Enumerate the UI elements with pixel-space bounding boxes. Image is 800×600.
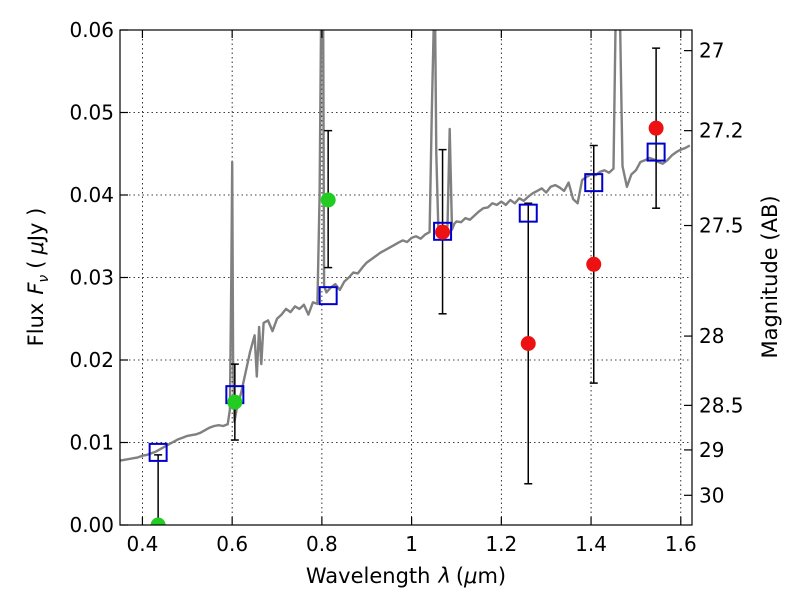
x-tick-label: 0.4 xyxy=(127,532,159,556)
y-tick-label: 0.01 xyxy=(69,431,114,455)
grid xyxy=(120,29,692,526)
marker-layer xyxy=(148,120,666,525)
y-tick-label: 0.04 xyxy=(69,183,114,207)
y2-tick-label: 30 xyxy=(699,483,724,507)
y2-axis-label: Magnitude (AB) xyxy=(758,195,782,358)
y-tick-label: 0.06 xyxy=(69,18,114,42)
y2-tick-label: 28 xyxy=(699,324,724,348)
x-tick-label: 1.4 xyxy=(575,532,607,556)
model-photometry-square xyxy=(148,442,168,462)
model-photometry-square xyxy=(433,221,453,241)
y-tick-label: 0.02 xyxy=(69,348,114,372)
x-tick-label: 1.2 xyxy=(485,532,517,556)
x-tick-label: 0.6 xyxy=(216,532,248,556)
observed-point xyxy=(520,336,536,351)
y-tick-label: 0.00 xyxy=(69,513,114,537)
y-tick-label: 0.03 xyxy=(69,266,114,290)
spectrum-layer xyxy=(120,30,691,462)
y2-tick-label: 27.5 xyxy=(699,214,744,238)
observed-point xyxy=(648,120,664,136)
observed-point xyxy=(320,192,336,208)
observed-point xyxy=(435,224,451,240)
model-photometry-square xyxy=(584,173,604,193)
y-tick-label: 0.05 xyxy=(69,101,114,125)
x-tick-label: 1.6 xyxy=(665,532,697,556)
y2-tick-label: 29 xyxy=(699,438,724,462)
model-photometry-square xyxy=(318,286,338,306)
model-photometry-square xyxy=(518,203,538,223)
tick-layer: 0.4 0.6 0.8 1 1.2 1.4 1.6 0.00 0.01 0.02 0.03 0.04 0… xyxy=(69,18,743,556)
observed-point xyxy=(586,256,602,272)
y2-tick-label: 28.5 xyxy=(699,393,744,417)
model-photometry-square xyxy=(646,142,666,162)
spectrum-line xyxy=(120,30,691,462)
x-axis-label: Wavelength λ (μm) xyxy=(306,564,506,588)
y2-tick-label: 27.2 xyxy=(699,119,744,143)
x-tick-label: 0.8 xyxy=(306,532,338,556)
y-axis-label: FluxFν(μJy ) xyxy=(24,208,52,347)
y2-tick-label: 27 xyxy=(699,39,724,63)
observed-point xyxy=(227,394,243,410)
x-tick-label: 1 xyxy=(405,532,418,556)
observed-point xyxy=(150,517,166,525)
